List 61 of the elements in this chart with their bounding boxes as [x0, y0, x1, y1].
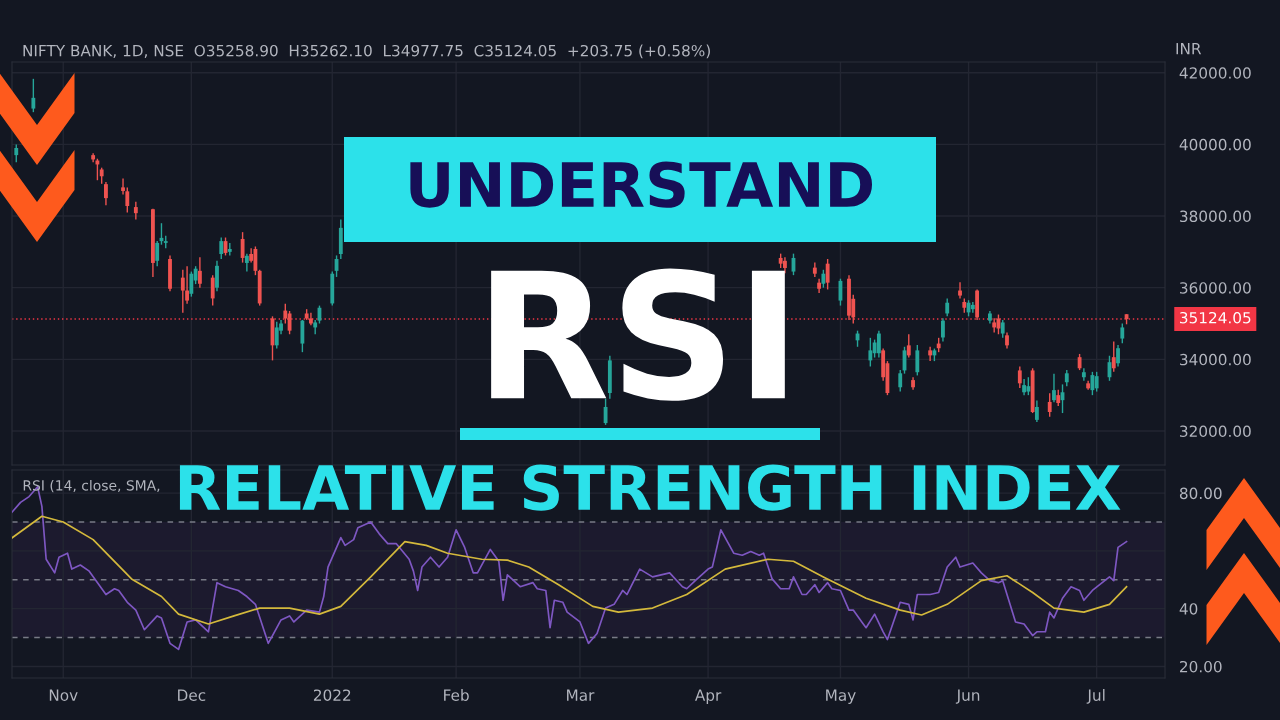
candlestick	[1116, 344, 1120, 368]
y-tick-label: 36000.00	[1180, 282, 1251, 294]
candlestick	[868, 337, 873, 368]
y-tick-label: 40000.00	[1179, 138, 1251, 151]
candlestick	[197, 256, 202, 289]
candlestick	[915, 344, 920, 377]
candlestick	[31, 78, 36, 113]
candlestick	[104, 181, 108, 206]
candlestick	[240, 231, 245, 264]
y-tick-label: 20.00	[1180, 660, 1222, 673]
line-series	[12, 515, 1128, 625]
candlestick	[215, 260, 219, 292]
x-tick-label: Feb	[444, 689, 469, 701]
candlestick	[300, 319, 305, 353]
candlestick	[898, 369, 903, 393]
annotation: RELATIVE STRENGTH INDEX	[179, 464, 1121, 511]
candlestick	[1111, 340, 1116, 373]
x-tick-label: Jun	[955, 689, 980, 704]
candlestick	[219, 236, 224, 260]
text: RSI (14, close, SMA,	[23, 479, 160, 493]
candlestick	[1120, 322, 1125, 344]
candlestick	[970, 301, 975, 314]
candlestick	[941, 317, 945, 343]
y-tick-label: 34000.00	[1180, 353, 1251, 366]
x-tick-label: Apr	[694, 689, 722, 704]
candlestick	[906, 333, 911, 359]
x-tick-label: Jul	[1086, 689, 1105, 704]
annotation: UNDERSTAND	[410, 161, 873, 208]
candlestick	[155, 240, 160, 267]
y-axis-title: INR	[1176, 43, 1202, 55]
candlestick	[958, 281, 962, 300]
y-tick-label: 40	[1179, 603, 1198, 615]
candlestick	[1034, 399, 1039, 423]
x-tick-label: Nov	[49, 689, 78, 701]
y-tick-label: 42000.00	[1179, 67, 1251, 79]
candlestick	[928, 346, 933, 362]
candlestick	[992, 317, 997, 334]
x-tick-label: Mar	[567, 689, 595, 701]
candlestick	[133, 201, 138, 221]
candlestick	[1052, 372, 1056, 404]
ref-line-label: 35124.05	[1180, 311, 1251, 324]
candlestick	[876, 329, 881, 359]
x-tick-label: 2022	[313, 689, 351, 701]
candlestick	[274, 321, 279, 350]
candlestick	[189, 270, 194, 298]
candlestick	[825, 258, 830, 291]
x-tick-label: May	[826, 689, 856, 704]
candlestick	[180, 269, 185, 314]
candlestick	[1047, 392, 1052, 418]
x-tick-label: Dec	[178, 689, 206, 701]
y-tick-label: 80.00	[1179, 487, 1222, 500]
candlestick	[1081, 367, 1086, 382]
candlestick	[1017, 365, 1022, 389]
annotation: RSI	[491, 268, 785, 401]
candlestick	[253, 245, 258, 276]
candlestick	[1090, 371, 1095, 396]
chart-title: NIFTY BANK, 1D, NSE O35258.90 H35262.10 L34977.75 C35124.05 +203.75 (+0.58%)	[23, 44, 710, 59]
candlestick	[1094, 371, 1099, 393]
y-tick-label: 38000.00	[1180, 210, 1251, 223]
y-tick-label: 32000.00	[1180, 425, 1251, 437]
candlestick	[210, 274, 215, 307]
